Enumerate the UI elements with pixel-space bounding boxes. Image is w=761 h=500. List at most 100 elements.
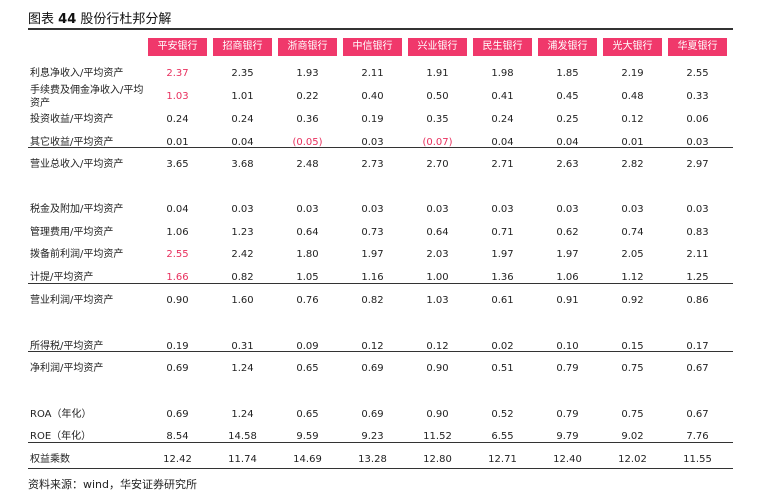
cell: 0.12 bbox=[361, 341, 384, 352]
cell: 2.63 bbox=[556, 159, 579, 170]
cell: 0.03 bbox=[231, 204, 254, 215]
cell: 3.68 bbox=[231, 159, 254, 170]
cell: 0.40 bbox=[361, 91, 384, 102]
cell: (0.07) bbox=[422, 137, 453, 148]
cell: 0.92 bbox=[621, 295, 644, 306]
cell: 12.71 bbox=[488, 454, 517, 465]
cell: 1.66 bbox=[166, 272, 189, 283]
cell: 0.36 bbox=[296, 114, 319, 125]
row-label: 税金及附加/平均资产 bbox=[30, 204, 124, 215]
cell: 0.01 bbox=[166, 137, 189, 148]
cell: 6.55 bbox=[491, 431, 514, 442]
cell: 0.91 bbox=[556, 295, 579, 306]
cell: 0.64 bbox=[426, 227, 449, 238]
cell: 2.19 bbox=[621, 68, 644, 79]
cell: 0.03 bbox=[426, 204, 449, 215]
cell: 1.12 bbox=[621, 272, 644, 283]
cell: 8.54 bbox=[166, 431, 189, 442]
cell: 0.19 bbox=[166, 341, 189, 352]
cell: 0.03 bbox=[556, 204, 579, 215]
cell: 1.97 bbox=[556, 249, 579, 260]
cell: 13.28 bbox=[358, 454, 387, 465]
row-label: 所得税/平均资产 bbox=[30, 341, 104, 352]
title: 图表 44 股份行杜邦分解 bbox=[28, 8, 171, 27]
cell: 0.15 bbox=[621, 341, 644, 352]
cell: 1.03 bbox=[166, 91, 189, 102]
cell: 2.37 bbox=[166, 68, 189, 79]
column-header: 民生银行 bbox=[473, 38, 532, 56]
cell: 0.65 bbox=[296, 363, 319, 374]
cell: 0.51 bbox=[491, 363, 514, 374]
cell: 0.75 bbox=[621, 409, 644, 420]
cell: 9.59 bbox=[296, 431, 319, 442]
cell: 0.19 bbox=[361, 114, 384, 125]
row-label: 营业利润/平均资产 bbox=[30, 295, 114, 306]
cell: 2.97 bbox=[686, 159, 709, 170]
cell: 1.16 bbox=[361, 272, 384, 283]
cell: 0.12 bbox=[426, 341, 449, 352]
column-header: 招商银行 bbox=[213, 38, 272, 56]
cell: 11.55 bbox=[683, 454, 712, 465]
cell: 0.90 bbox=[426, 409, 449, 420]
cell: 0.04 bbox=[491, 137, 514, 148]
cell: 1.24 bbox=[231, 363, 254, 374]
cell: 1.97 bbox=[491, 249, 514, 260]
row-label: 其它收益/平均资产 bbox=[30, 137, 114, 148]
cell: 0.01 bbox=[621, 137, 644, 148]
cell: 0.10 bbox=[556, 341, 579, 352]
cell: 0.24 bbox=[166, 114, 189, 125]
cell: 1.80 bbox=[296, 249, 319, 260]
cell: 12.02 bbox=[618, 454, 647, 465]
cell: 0.73 bbox=[361, 227, 384, 238]
cell: 1.01 bbox=[231, 91, 254, 102]
cell: 0.79 bbox=[556, 363, 579, 374]
row-label: ROA（年化） bbox=[30, 409, 92, 420]
cell: 2.11 bbox=[361, 68, 384, 79]
cell: 2.73 bbox=[361, 159, 384, 170]
cell: 0.33 bbox=[686, 91, 709, 102]
cell: 1.03 bbox=[426, 295, 449, 306]
cell: 1.36 bbox=[491, 272, 514, 283]
cell: 0.03 bbox=[686, 204, 709, 215]
cell: 0.75 bbox=[621, 363, 644, 374]
cell: 0.86 bbox=[686, 295, 709, 306]
cell: 0.45 bbox=[556, 91, 579, 102]
cell: 0.62 bbox=[556, 227, 579, 238]
row-rule bbox=[28, 351, 733, 352]
cell: 2.05 bbox=[621, 249, 644, 260]
cell: 1.91 bbox=[426, 68, 449, 79]
cell: 0.24 bbox=[491, 114, 514, 125]
cell: 0.17 bbox=[686, 341, 709, 352]
cell: 0.69 bbox=[361, 363, 384, 374]
source: 资料来源：wind，华安证券研究所 bbox=[28, 478, 198, 491]
title-label: 图表 bbox=[28, 12, 55, 27]
row-rule bbox=[28, 442, 733, 443]
cell: 0.03 bbox=[361, 137, 384, 148]
cell: 0.48 bbox=[621, 91, 644, 102]
cell: 0.74 bbox=[621, 227, 644, 238]
cell: 9.23 bbox=[361, 431, 384, 442]
cell: 3.65 bbox=[166, 159, 189, 170]
title-text: 股份行杜邦分解 bbox=[80, 12, 172, 27]
cell: 1.93 bbox=[296, 68, 319, 79]
cell: 2.03 bbox=[426, 249, 449, 260]
cell: 1.06 bbox=[166, 227, 189, 238]
cell: 2.55 bbox=[686, 68, 709, 79]
cell: 1.25 bbox=[686, 272, 709, 283]
row-label: 利息净收入/平均资产 bbox=[30, 68, 124, 79]
cell: 0.35 bbox=[426, 114, 449, 125]
cell: 2.55 bbox=[166, 249, 189, 260]
cell: 14.69 bbox=[293, 454, 322, 465]
cell: 0.76 bbox=[296, 295, 319, 306]
cell: 0.67 bbox=[686, 409, 709, 420]
cell: 0.03 bbox=[296, 204, 319, 215]
cell: 0.31 bbox=[231, 341, 254, 352]
cell: 2.70 bbox=[426, 159, 449, 170]
cell: 11.74 bbox=[228, 454, 257, 465]
cell: 1.98 bbox=[491, 68, 514, 79]
cell: 2.48 bbox=[296, 159, 319, 170]
row-label: 管理费用/平均资产 bbox=[30, 227, 114, 238]
cell: 7.76 bbox=[686, 431, 709, 442]
cell: 0.04 bbox=[556, 137, 579, 148]
column-header: 浦发银行 bbox=[538, 38, 597, 56]
